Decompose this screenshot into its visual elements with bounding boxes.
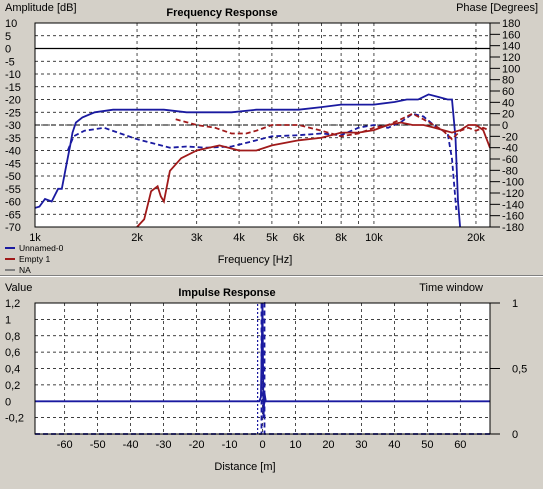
freq-y2-tick: 80 — [502, 75, 514, 87]
imp-y-tick: 0 — [5, 396, 11, 408]
freq-y-tick: -35 — [5, 133, 21, 145]
freq-y-tick: -25 — [5, 107, 21, 119]
freq-plot-border — [34, 22, 491, 228]
freq-x-tick: 8k — [335, 232, 347, 244]
freq-y-tick: -45 — [5, 158, 21, 170]
freq-y-tick: 10 — [5, 18, 17, 30]
imp-xlabel: Distance [m] — [214, 461, 275, 473]
imp-x-tick: 60 — [454, 439, 466, 451]
freq-x-tick: 5k — [266, 232, 278, 244]
freq-y2-tick: -120 — [502, 188, 524, 200]
freq-y2-tick: 40 — [502, 97, 514, 109]
freq-y-tick: -30 — [5, 120, 21, 132]
imp-y-tick: 0,6 — [5, 347, 20, 359]
imp-x-tick: 10 — [289, 439, 301, 451]
freq-y-tick: -60 — [5, 197, 21, 209]
freq-y2-tick: -100 — [502, 177, 524, 189]
imp-y-tick: -0,2 — [5, 413, 24, 425]
freq-y2-tick: 20 — [502, 109, 514, 121]
freq-ylabel: Amplitude [dB] — [5, 2, 77, 14]
freq-y-tick: -40 — [5, 146, 21, 158]
imp-ylabel: Value — [5, 282, 32, 294]
freq-y-tick: -55 — [5, 184, 21, 196]
freq-y2-tick: -140 — [502, 199, 524, 211]
freq-y-tick: -5 — [5, 56, 15, 68]
freq-y-tick: -15 — [5, 82, 21, 94]
imp-x-tick: 40 — [388, 439, 400, 451]
freq-x-tick: 6k — [293, 232, 305, 244]
freq-xlabel: Frequency [Hz] — [218, 254, 293, 266]
imp-plot-border — [34, 302, 491, 435]
freq-x-tick: 2k — [131, 232, 143, 244]
freq-y2-tick: -40 — [502, 143, 518, 155]
freq-y-tick: 5 — [5, 31, 11, 43]
freq-y2label: Phase [Degrees] — [456, 2, 538, 14]
freq-y-tick: 0 — [5, 44, 11, 56]
freq-x-tick: 3k — [191, 232, 203, 244]
freq-x-tick: 20k — [467, 232, 485, 244]
imp-x-tick: -40 — [123, 439, 139, 451]
freq-y2-tick: 160 — [502, 29, 520, 41]
freq-y2-tick: -160 — [502, 211, 524, 223]
imp-x-tick: 0 — [259, 439, 265, 451]
freq-y-tick: -10 — [5, 69, 21, 81]
freq-x-tick: 10k — [365, 232, 383, 244]
freq-y2-tick: -60 — [502, 154, 518, 166]
imp-y2-tick: 0 — [512, 429, 518, 441]
imp-title: Impulse Response — [178, 287, 275, 299]
freq-y2-tick: -180 — [502, 222, 524, 234]
legend-item-label: Unnamed-0 — [19, 243, 64, 253]
frequency-response-chart: 1050-5-10-15-20-25-30-35-40-45-50-55-60-… — [5, 18, 524, 275]
freq-series-empty-1 — [136, 121, 490, 227]
imp-x-tick: -60 — [57, 439, 73, 451]
freq-x-tick: 1k — [29, 232, 41, 244]
imp-y2-tick: 0,5 — [512, 364, 527, 376]
imp-x-tick: -30 — [156, 439, 172, 451]
imp-x-tick: 50 — [421, 439, 433, 451]
freq-y-tick: -70 — [5, 222, 21, 234]
freq-series-unnamed-0-phase — [66, 112, 458, 211]
freq-y-tick: -65 — [5, 209, 21, 221]
imp-y-tick: 0,8 — [5, 331, 20, 343]
freq-title: Frequency Response — [166, 7, 277, 19]
imp-y-tick: 0,4 — [5, 364, 20, 376]
imp-y-tick: 1 — [5, 314, 11, 326]
freq-y2-tick: -20 — [502, 131, 518, 143]
legend-item-label: NA — [19, 265, 31, 275]
freq-y2-tick: 60 — [502, 86, 514, 98]
freq-y2-tick: -80 — [502, 165, 518, 177]
imp-series-impulse — [35, 302, 490, 418]
imp-y2-tick: 1 — [512, 298, 518, 310]
legend-item-label: Empty 1 — [19, 254, 50, 264]
freq-y-tick: -50 — [5, 171, 21, 183]
freq-y2-tick: 180 — [502, 18, 520, 30]
imp-x-tick: -50 — [90, 439, 106, 451]
imp-x-tick: 20 — [322, 439, 334, 451]
freq-y2-tick: 120 — [502, 52, 520, 64]
freq-y2-tick: 140 — [502, 41, 520, 53]
impulse-response-chart: 1,2 1 0,8 0,6 0,4 0,2 0 -0,2 1 0,5 0 -60 -50 -40 -30 -2… — [5, 298, 527, 451]
freq-series-empty-1-phase — [175, 112, 490, 141]
imp-y-tick: 0,2 — [5, 380, 20, 392]
imp-x-tick: -10 — [222, 439, 238, 451]
freq-y-tick: -20 — [5, 95, 21, 107]
freq-y2-tick: 0 — [502, 120, 508, 132]
imp-y-tick: 1,2 — [5, 298, 20, 310]
freq-y2-tick: 100 — [502, 63, 520, 75]
imp-x-tick: 30 — [355, 439, 367, 451]
imp-y2label: Time window — [419, 282, 483, 294]
freq-series-unnamed-0 — [35, 93, 461, 227]
imp-x-tick: -20 — [189, 439, 205, 451]
freq-x-tick: 4k — [233, 232, 245, 244]
